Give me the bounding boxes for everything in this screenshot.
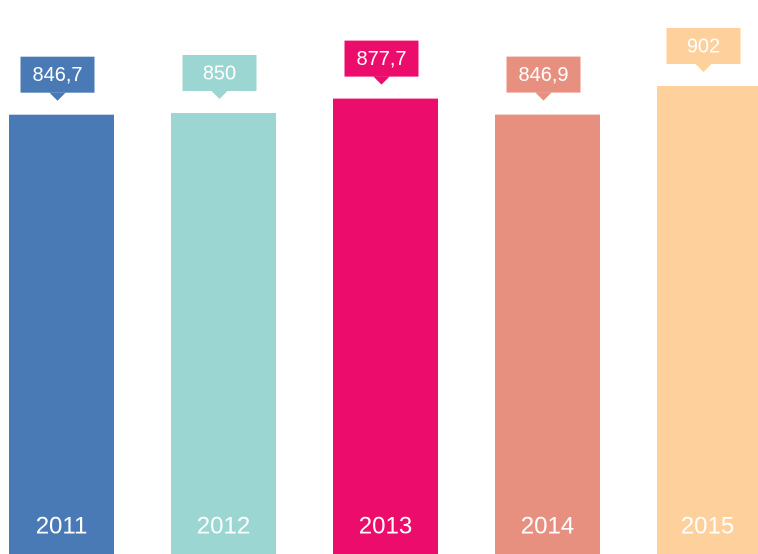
- data-label: 902: [687, 35, 720, 57]
- x-tick-label: 2013: [359, 512, 412, 539]
- bar: [495, 114, 600, 554]
- data-label: 846,7: [32, 64, 82, 86]
- data-label: 850: [203, 62, 236, 84]
- x-tick-label: 2012: [197, 512, 250, 539]
- bar: [171, 112, 276, 554]
- label-pointer: [373, 76, 390, 85]
- label-box: [506, 56, 581, 93]
- label-pointer: [695, 64, 712, 72]
- bar: [9, 114, 114, 554]
- bar: [657, 86, 758, 554]
- label-box: [20, 56, 95, 93]
- label-box: [666, 28, 741, 64]
- x-tick-label: 2015: [681, 512, 734, 539]
- label-pointer: [211, 90, 228, 99]
- label-box: [182, 54, 257, 91]
- data-label: 846,9: [518, 64, 568, 86]
- x-tick-label: 2014: [521, 512, 574, 539]
- label-pointer: [535, 92, 552, 101]
- data-label: 877,7: [356, 48, 406, 70]
- bar: [333, 98, 438, 554]
- label-pointer: [49, 92, 66, 101]
- x-tick-label: 2011: [36, 512, 88, 539]
- label-box: [344, 40, 419, 77]
